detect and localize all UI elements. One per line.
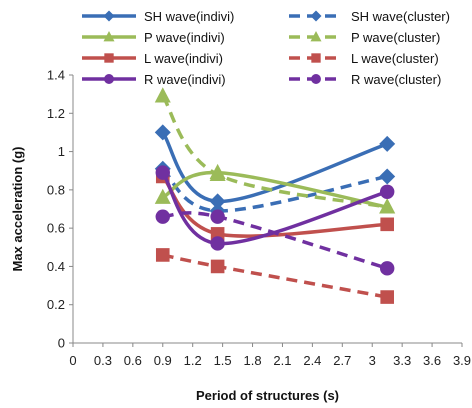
series-line-sh-wave-cluster xyxy=(161,167,388,213)
data-point-sh-wave-indivi xyxy=(379,135,396,152)
data-point-r-wave-cluster xyxy=(379,261,395,276)
legend-item-sh-wave-cluster: SH wave(cluster) xyxy=(289,9,450,24)
y-axis-title: Max acceleration (g) xyxy=(10,147,25,272)
legend-item-sh-wave-indivi: SH wave(indivi) xyxy=(82,9,234,24)
series-line-l-wave-cluster xyxy=(162,253,388,299)
legend-swatch-marker xyxy=(310,10,322,22)
x-axis-title: Period of structures (s) xyxy=(196,388,339,403)
x-tick-label: 3.6 xyxy=(423,353,441,368)
plot-area xyxy=(154,87,396,304)
legend-label: L wave(indivi) xyxy=(144,51,223,66)
series-r-wave-cluster xyxy=(155,209,395,276)
y-tick-label: 1 xyxy=(58,144,65,159)
x-tick-label: 1.5 xyxy=(214,353,232,368)
data-point-l-wave-indivi xyxy=(380,217,394,232)
legend-item-l-wave-cluster: L wave(cluster) xyxy=(289,51,439,66)
y-ticks: 0 0.2 0.4 0.6 0.8 1 1.2 1.4 xyxy=(47,68,73,351)
legend-swatch-marker xyxy=(104,74,114,84)
x-tick-label: 1.2 xyxy=(184,353,202,368)
data-point-r-wave-cluster xyxy=(210,209,225,224)
x-tick-label: 3.9 xyxy=(453,353,471,368)
x-ticks: 0 0.3 0.6 0.9 1.2 1.5 1.8 2.1 2.4 2.7 3 3.3 3.6 3.9 xyxy=(69,343,471,368)
legend-swatch-marker xyxy=(104,53,114,63)
legend-label: R wave(cluster) xyxy=(351,72,441,87)
legend-swatch-marker xyxy=(103,10,115,22)
series-line-r-wave-cluster xyxy=(162,211,388,271)
series-line-l-wave-indivi xyxy=(161,175,388,238)
data-point-sh-wave-indivi xyxy=(154,124,171,141)
legend-swatch-marker xyxy=(103,30,115,42)
data-point-r-wave-indivi xyxy=(379,184,395,199)
axes xyxy=(72,75,462,344)
legend-label: P wave(indivi) xyxy=(144,30,225,45)
legend-label: SH wave(cluster) xyxy=(351,9,450,24)
legend-label: R wave(indivi) xyxy=(144,72,226,87)
legend-label: SH wave(indivi) xyxy=(144,9,234,24)
y-tick-label: 0 xyxy=(58,336,65,351)
x-tick-label: 0 xyxy=(69,353,76,368)
legend: SH wave(indivi) SH wave(cluster) P wave(in… xyxy=(82,9,450,87)
y-tick-label: 0.4 xyxy=(47,259,65,274)
x-tick-label: 3 xyxy=(369,353,376,368)
legend-label: P wave(cluster) xyxy=(351,30,440,45)
legend-swatch-marker xyxy=(311,53,321,63)
data-point-l-wave-cluster xyxy=(210,259,225,274)
y-tick-label: 0.2 xyxy=(47,297,65,312)
legend-item-p-wave-cluster: P wave(cluster) xyxy=(289,30,440,45)
data-point-p-wave-cluster xyxy=(154,87,171,103)
y-tick-label: 0.8 xyxy=(47,182,65,197)
data-point-p-wave-indivi xyxy=(154,188,171,204)
legend-item-r-wave-cluster: R wave(cluster) xyxy=(289,72,441,87)
x-tick-label: 0.9 xyxy=(154,353,172,368)
series-line-p-wave-cluster xyxy=(161,95,388,209)
data-point-r-wave-indivi xyxy=(210,236,225,251)
x-tick-label: 1.8 xyxy=(243,353,261,368)
y-tick-label: 1.4 xyxy=(47,68,65,83)
data-point-l-wave-cluster xyxy=(155,248,170,262)
data-point-sh-wave-cluster xyxy=(379,168,396,185)
series-sh-wave-indivi xyxy=(154,124,396,210)
x-tick-label: 0.6 xyxy=(124,353,142,368)
x-tick-label: 2.4 xyxy=(303,353,321,368)
data-point-r-wave-indivi xyxy=(155,165,170,180)
data-point-r-wave-cluster xyxy=(155,209,170,224)
series-p-wave-cluster xyxy=(154,87,396,214)
series-line-p-wave-indivi xyxy=(161,170,388,209)
legend-label: L wave(cluster) xyxy=(351,51,439,66)
series-l-wave-cluster xyxy=(155,248,394,304)
legend-item-r-wave-indivi: R wave(indivi) xyxy=(82,72,226,87)
y-tick-label: 1.2 xyxy=(47,106,65,121)
series-r-wave-indivi xyxy=(155,165,395,251)
legend-item-p-wave-indivi: P wave(indivi) xyxy=(82,30,225,45)
x-tick-label: 3.3 xyxy=(393,353,411,368)
legend-swatch-marker xyxy=(310,30,322,42)
data-point-sh-wave-indivi xyxy=(209,193,226,210)
data-point-p-wave-cluster xyxy=(379,198,396,214)
y-tick-label: 0.6 xyxy=(47,221,65,236)
x-tick-label: 2.7 xyxy=(333,353,351,368)
series-line-sh-wave-indivi xyxy=(161,131,388,204)
x-tick-label: 0.3 xyxy=(94,353,112,368)
x-tick-label: 2.1 xyxy=(273,353,291,368)
legend-item-l-wave-indivi: L wave(indivi) xyxy=(82,51,223,66)
legend-swatch-marker xyxy=(311,74,321,84)
data-point-p-wave-cluster xyxy=(209,165,226,181)
data-point-l-wave-cluster xyxy=(380,290,394,304)
